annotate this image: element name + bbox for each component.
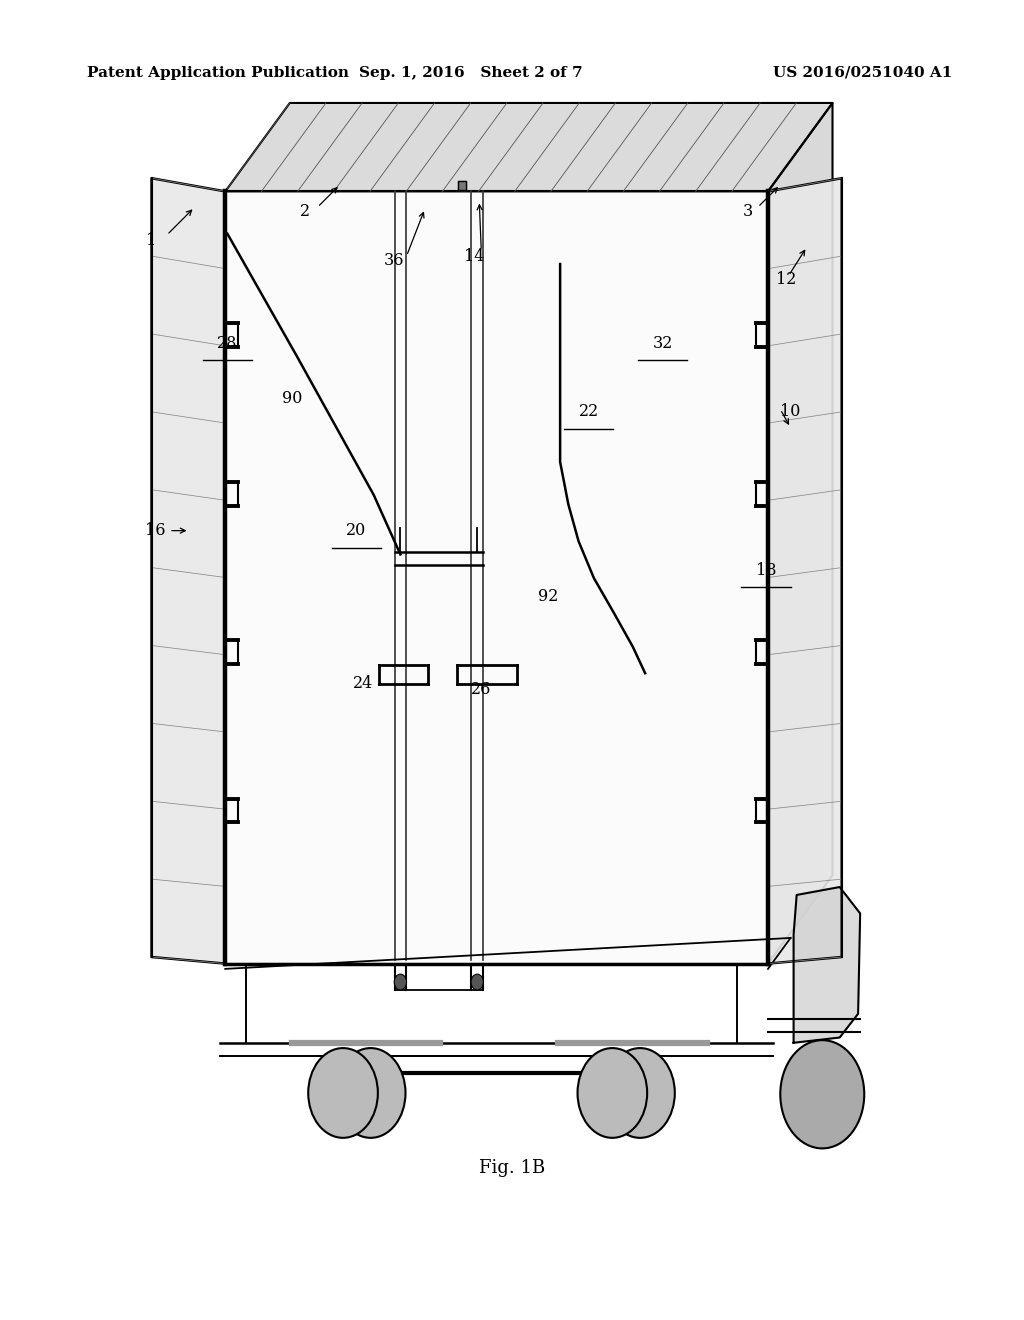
Polygon shape [768,178,842,964]
Circle shape [780,1040,864,1148]
Text: US 2016/0251040 A1: US 2016/0251040 A1 [773,66,952,79]
Circle shape [336,1048,406,1138]
Text: 28: 28 [217,335,238,351]
Text: 10: 10 [780,404,801,420]
Text: 22: 22 [579,404,599,420]
Polygon shape [225,191,768,964]
Text: 36: 36 [384,252,404,268]
Text: 24: 24 [353,676,374,692]
Polygon shape [458,181,466,190]
Text: 32: 32 [652,335,673,351]
Circle shape [308,1048,378,1138]
Circle shape [578,1048,647,1138]
Text: 3: 3 [742,203,753,219]
Text: 18: 18 [756,562,776,578]
Text: Fig. 1B: Fig. 1B [479,1159,545,1177]
Text: 20: 20 [346,523,367,539]
Text: 12: 12 [776,272,797,288]
Text: 16: 16 [145,523,166,539]
Polygon shape [225,103,833,191]
Text: 92: 92 [538,589,558,605]
Text: Patent Application Publication: Patent Application Publication [87,66,349,79]
Text: Sep. 1, 2016   Sheet 2 of 7: Sep. 1, 2016 Sheet 2 of 7 [359,66,583,79]
Polygon shape [794,887,860,1043]
Polygon shape [152,178,225,964]
Text: 90: 90 [282,391,302,407]
Text: 1: 1 [146,232,157,248]
Circle shape [605,1048,675,1138]
Polygon shape [768,103,833,964]
Circle shape [394,974,407,990]
Text: 26: 26 [471,681,492,697]
Text: 2: 2 [300,203,310,219]
Circle shape [471,974,483,990]
Text: 14: 14 [464,248,484,264]
